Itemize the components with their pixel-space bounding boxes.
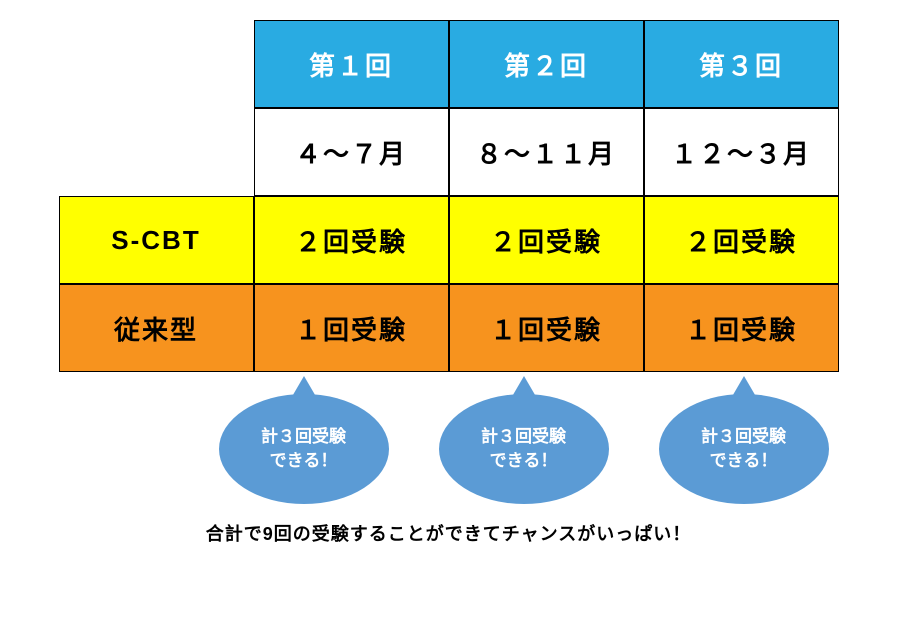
bubble-row: 計３回受験 できる！ 計３回受験 できる！ 計３回受験 できる！ (59, 372, 839, 504)
bubble-line1: 計３回受験 (701, 425, 786, 449)
scbt-label: S-CBT (59, 196, 254, 284)
period-cell-1: ４～７月 (254, 108, 449, 196)
scbt-cell-2: ２回受験 (449, 196, 644, 284)
period-cell-3: １２～３月 (644, 108, 839, 196)
period-blank (59, 108, 254, 196)
summary-text: 合計で9回の受験することができてチャンスがいっぱい！ (40, 520, 857, 546)
legacy-cell-1: １回受験 (254, 284, 449, 372)
exam-table: 第１回 第２回 第３回 ４～７月 ８～１１月 １２～３月 S-CBT ２回受験 … (59, 20, 839, 372)
scbt-cell-1: ２回受験 (254, 196, 449, 284)
header-col-1: 第１回 (254, 20, 449, 108)
speech-bubble-2: 計３回受験 できる！ (439, 394, 609, 504)
bubble-line1: 計３回受験 (261, 425, 346, 449)
bubble-wrap-2: 計３回受験 できる！ (429, 372, 619, 504)
period-cell-2: ８～１１月 (449, 108, 644, 196)
bubble-line2: できる！ (490, 449, 558, 473)
scbt-cell-3: ２回受験 (644, 196, 839, 284)
header-col-2: 第２回 (449, 20, 644, 108)
header-blank (59, 20, 254, 108)
bubble-wrap-1: 計３回受験 できる！ (209, 372, 399, 504)
speech-bubble-1: 計３回受験 できる！ (219, 394, 389, 504)
bubble-line2: できる！ (710, 449, 778, 473)
legacy-label: 従来型 (59, 284, 254, 372)
bubble-line1: 計３回受験 (481, 425, 566, 449)
bubble-line2: できる！ (270, 449, 338, 473)
legacy-cell-2: １回受験 (449, 284, 644, 372)
header-col-3: 第３回 (644, 20, 839, 108)
bubble-wrap-3: 計３回受験 できる！ (649, 372, 839, 504)
speech-bubble-3: 計３回受験 できる！ (659, 394, 829, 504)
legacy-cell-3: １回受験 (644, 284, 839, 372)
